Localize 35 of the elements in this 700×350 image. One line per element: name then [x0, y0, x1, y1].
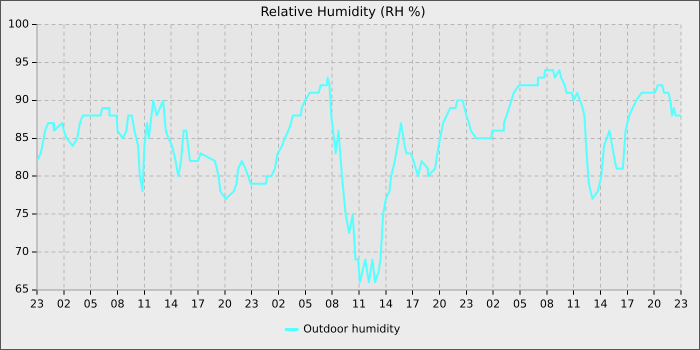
x-tick-label: 23 — [30, 297, 44, 310]
x-tick-label: 20 — [432, 297, 446, 310]
x-tick-label: 05 — [84, 297, 98, 310]
y-tick-label: 65 — [14, 282, 29, 296]
x-tick-label: 23 — [244, 297, 259, 310]
x-tick-label: 14 — [594, 297, 608, 310]
x-tick-label: 17 — [406, 297, 420, 310]
x-tick-label: 23 — [459, 297, 474, 310]
x-tick-label: 11 — [137, 297, 152, 310]
y-tick-label: 100 — [8, 17, 29, 30]
x-tick-label: 20 — [218, 297, 232, 310]
x-tick-label: 08 — [325, 297, 340, 310]
x-tick-label: 17 — [620, 297, 634, 310]
x-tick-label: 08 — [110, 297, 124, 310]
x-tick-label: 11 — [566, 297, 581, 310]
x-tick-label: 17 — [190, 297, 205, 310]
legend-label: Outdoor humidity — [303, 322, 401, 336]
x-tick-label: 05 — [298, 297, 312, 310]
chart-title: Relative Humidity (RH %) — [260, 5, 426, 20]
x-tick-label: 20 — [647, 297, 662, 310]
x-tick-label: 02 — [56, 297, 71, 310]
y-tick-label: 90 — [14, 93, 29, 106]
x-tick-label: 02 — [486, 297, 500, 310]
x-tick-label: 08 — [540, 297, 554, 310]
x-tick-label: 14 — [378, 297, 393, 310]
y-tick-label: 75 — [14, 206, 29, 220]
x-tick-label: 11 — [352, 297, 366, 310]
x-tick-label: 23 — [674, 297, 688, 310]
x-tick-label: 14 — [164, 297, 178, 310]
y-tick-label: 85 — [14, 131, 29, 144]
x-tick-label: 02 — [271, 297, 286, 310]
y-tick-label: 70 — [14, 244, 29, 258]
x-tick-label: 05 — [513, 297, 527, 310]
y-tick-label: 80 — [14, 169, 29, 182]
y-tick-label: 95 — [14, 55, 29, 68]
